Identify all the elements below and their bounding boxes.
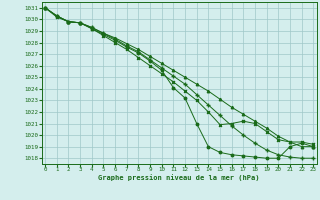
X-axis label: Graphe pression niveau de la mer (hPa): Graphe pression niveau de la mer (hPa) xyxy=(99,174,260,181)
